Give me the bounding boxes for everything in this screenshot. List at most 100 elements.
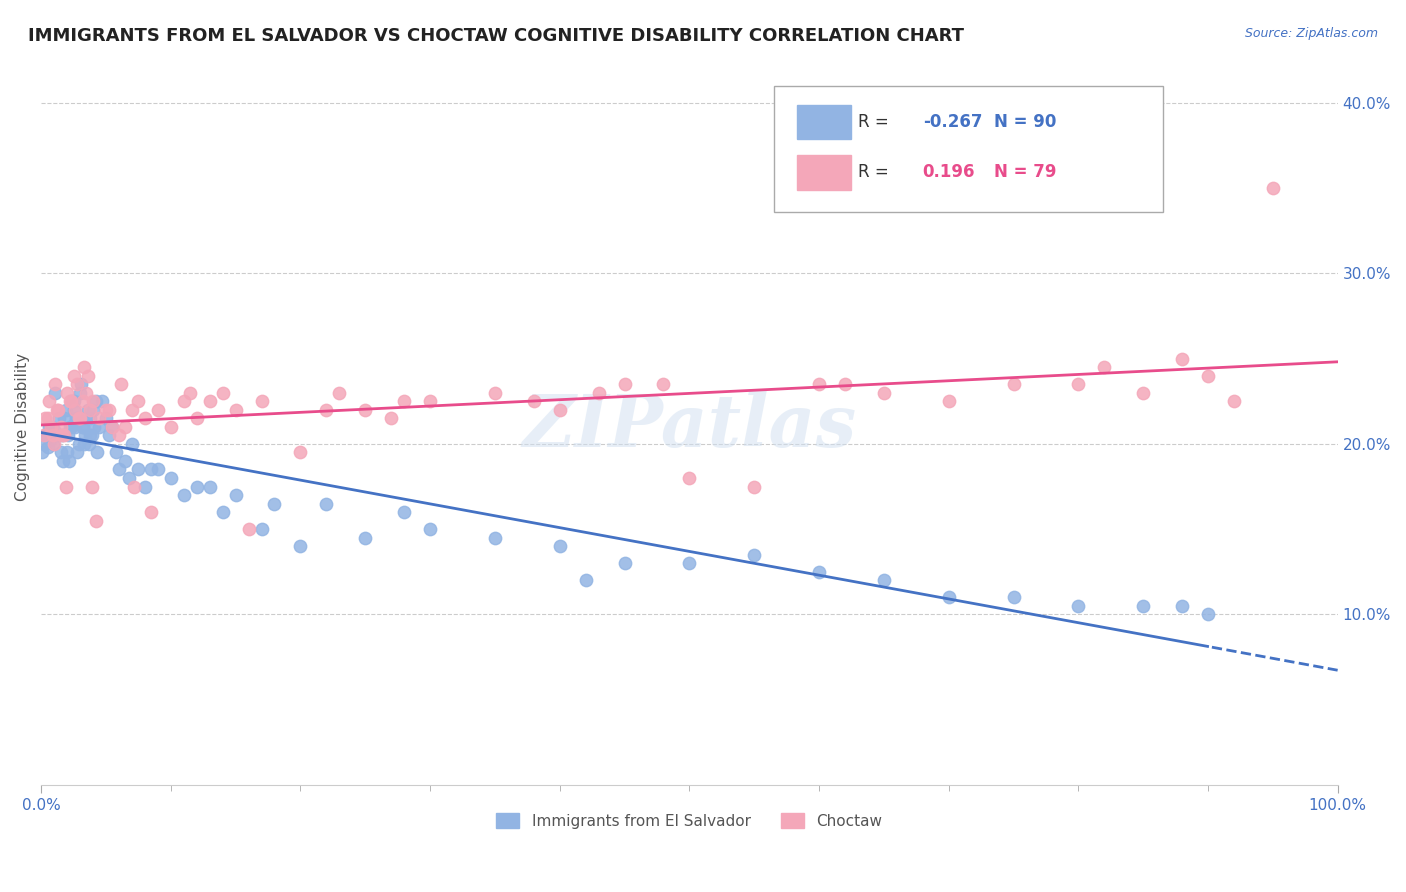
Point <box>186 411 208 425</box>
Point <box>121 402 143 417</box>
Point <box>73 360 96 375</box>
Point <box>315 402 337 417</box>
Point <box>548 402 571 417</box>
Legend: Immigrants from El Salvador, Choctaw: Immigrants from El Salvador, Choctaw <box>491 806 889 835</box>
Point <box>63 402 86 417</box>
Point <box>35 428 58 442</box>
Point <box>114 419 136 434</box>
Point <box>77 437 100 451</box>
Point <box>58 454 80 468</box>
Point <box>1197 607 1219 622</box>
Point <box>72 394 94 409</box>
Point <box>34 411 56 425</box>
Point <box>938 591 960 605</box>
Point <box>101 419 124 434</box>
Point <box>1171 351 1194 366</box>
Point <box>80 428 103 442</box>
Point <box>46 402 69 417</box>
Point <box>114 454 136 468</box>
Text: N = 90: N = 90 <box>994 113 1056 131</box>
Point <box>45 402 67 417</box>
Point <box>108 462 131 476</box>
Point <box>59 419 82 434</box>
Point <box>742 548 765 562</box>
Point <box>290 445 312 459</box>
Point <box>44 377 66 392</box>
Point <box>118 471 141 485</box>
Point <box>588 385 610 400</box>
Point <box>38 419 60 434</box>
Point <box>42 437 65 451</box>
Point <box>173 394 195 409</box>
Point <box>110 377 132 392</box>
Point <box>419 394 441 409</box>
Point <box>63 419 86 434</box>
Point <box>613 556 636 570</box>
Point <box>58 428 80 442</box>
Point <box>62 394 84 409</box>
Point <box>250 394 273 409</box>
Text: IMMIGRANTS FROM EL SALVADOR VS CHOCTAW COGNITIVE DISABILITY CORRELATION CHART: IMMIGRANTS FROM EL SALVADOR VS CHOCTAW C… <box>28 27 965 45</box>
Point <box>808 565 831 579</box>
Point <box>652 377 675 392</box>
Text: R =: R = <box>858 113 894 131</box>
Text: N = 79: N = 79 <box>994 163 1056 181</box>
Point <box>56 385 79 400</box>
Point <box>89 411 111 425</box>
Point <box>238 522 260 536</box>
Point <box>134 479 156 493</box>
Text: -0.267: -0.267 <box>922 113 983 131</box>
Point <box>39 434 62 448</box>
Point <box>1067 599 1090 613</box>
Point <box>938 394 960 409</box>
Point <box>127 394 149 409</box>
Point <box>808 377 831 392</box>
Point <box>89 419 111 434</box>
Point <box>159 471 181 485</box>
Point <box>49 445 72 459</box>
Point <box>55 479 77 493</box>
Point <box>134 411 156 425</box>
Point <box>613 377 636 392</box>
Point <box>59 394 82 409</box>
Point <box>69 411 91 425</box>
Point <box>91 394 114 409</box>
Point <box>41 419 63 434</box>
Point <box>53 411 76 425</box>
Text: 0.196: 0.196 <box>922 163 976 181</box>
Point <box>1261 181 1284 195</box>
Point <box>69 385 91 400</box>
Point <box>56 445 79 459</box>
Point <box>62 368 84 383</box>
Point <box>79 428 101 442</box>
Point <box>419 522 441 536</box>
Point <box>72 419 94 434</box>
Point <box>66 411 89 425</box>
Point <box>31 445 53 459</box>
Point <box>124 479 146 493</box>
Point <box>55 402 77 417</box>
Point <box>101 419 124 434</box>
Point <box>1067 377 1090 392</box>
Point <box>67 411 90 425</box>
Point <box>1171 599 1194 613</box>
Point <box>83 419 105 434</box>
Point <box>79 411 101 425</box>
Point <box>179 385 201 400</box>
Point <box>76 385 98 400</box>
Point <box>1132 599 1154 613</box>
Point <box>66 377 89 392</box>
Text: R =: R = <box>858 163 894 181</box>
Point <box>354 531 377 545</box>
Point <box>1197 368 1219 383</box>
Point <box>75 428 97 442</box>
Point <box>76 402 98 417</box>
Point <box>548 539 571 553</box>
FancyBboxPatch shape <box>797 105 852 139</box>
Point <box>97 428 120 442</box>
Point <box>575 574 598 588</box>
Point <box>38 394 60 409</box>
Point <box>290 539 312 553</box>
Point <box>121 437 143 451</box>
Point <box>82 402 104 417</box>
